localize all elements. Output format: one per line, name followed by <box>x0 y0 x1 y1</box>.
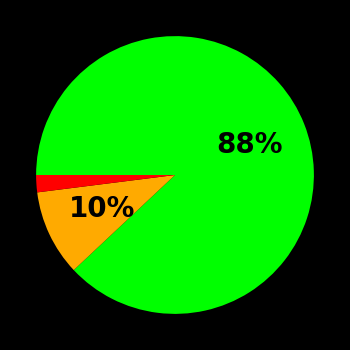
Text: 88%: 88% <box>217 131 283 159</box>
Wedge shape <box>36 175 175 192</box>
Text: 10%: 10% <box>69 195 135 223</box>
Wedge shape <box>36 36 314 314</box>
Wedge shape <box>37 175 175 270</box>
